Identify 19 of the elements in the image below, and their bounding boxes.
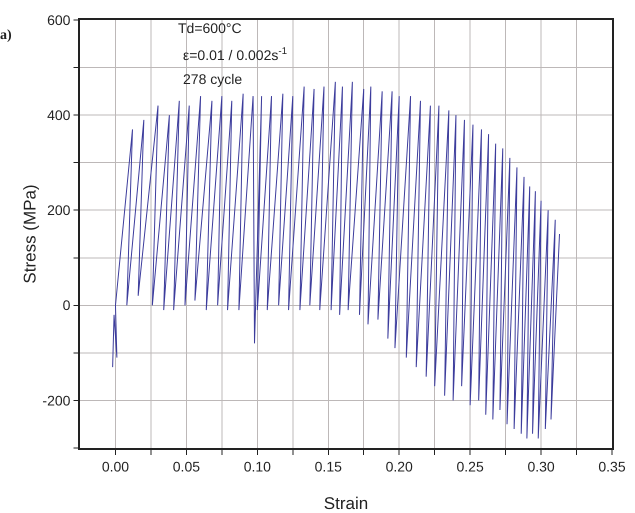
y-tick-label: 0: [62, 297, 71, 314]
x-tick-label: 0.15: [314, 458, 342, 475]
annotation: ε=0.01 / 0.002s$^{-1}$: [183, 46, 288, 63]
text: a): [0, 28, 12, 43]
x-tick-label: 0.10: [244, 458, 272, 475]
x-tick-label: 0.35: [598, 458, 626, 475]
x-tick-label: 0.20: [386, 458, 414, 475]
y-tick-label: 600: [47, 12, 71, 28]
annotation: 278 cycle: [183, 71, 242, 87]
x-tick-label: 0.25: [456, 458, 484, 475]
x-tick-label: 0.00: [102, 458, 130, 475]
y-tick-label: 200: [47, 202, 71, 218]
annotation: Td=600°C: [178, 20, 242, 36]
y-axis-title: Stress (MPa): [20, 184, 40, 284]
y-tick-label: -200: [42, 392, 71, 408]
y-tick-label: 400: [47, 107, 71, 124]
x-tick-label: 0.30: [527, 458, 555, 475]
x-tick-label: 0.05: [172, 458, 200, 475]
x-axis-title: Strain: [324, 494, 368, 513]
